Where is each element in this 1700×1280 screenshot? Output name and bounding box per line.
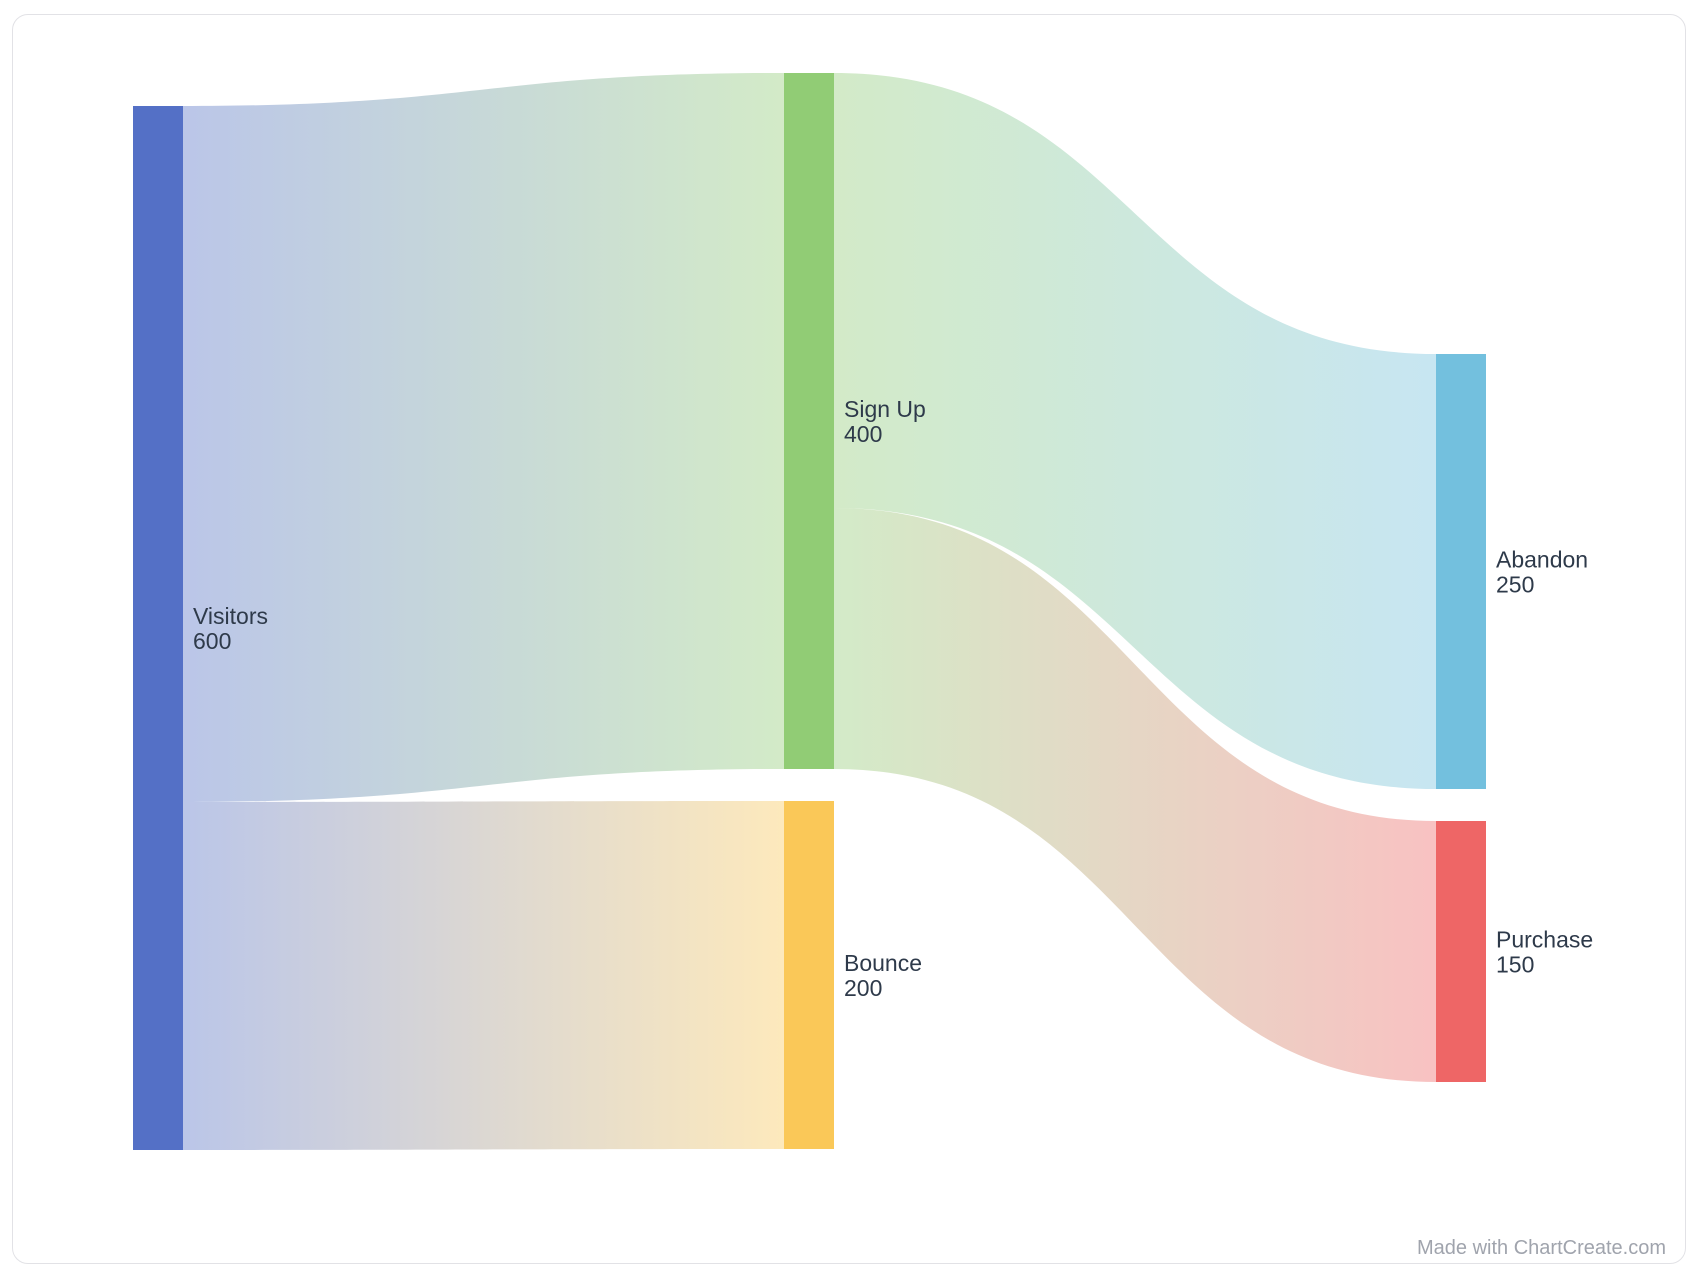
node xyxy=(784,801,834,1149)
link xyxy=(183,73,784,802)
node-label: Visitors xyxy=(193,603,268,629)
node xyxy=(1436,821,1486,1082)
node-value: 250 xyxy=(1496,572,1534,598)
link xyxy=(183,801,784,1150)
node xyxy=(784,73,834,769)
node-value: 400 xyxy=(844,421,882,447)
node-label: Sign Up xyxy=(844,396,926,422)
link xyxy=(834,73,1436,789)
node-value: 150 xyxy=(1496,952,1534,978)
node-value: 600 xyxy=(193,628,231,654)
node xyxy=(133,106,183,1150)
watermark: Made with ChartCreate.com xyxy=(1417,1237,1666,1259)
node xyxy=(1436,354,1486,789)
node-label: Bounce xyxy=(844,950,922,976)
node-label: Abandon xyxy=(1496,547,1588,573)
link xyxy=(834,508,1436,1082)
node-value: 200 xyxy=(844,975,882,1001)
node-label: Purchase xyxy=(1496,927,1593,953)
card xyxy=(12,14,1686,1264)
links xyxy=(183,73,1436,1150)
